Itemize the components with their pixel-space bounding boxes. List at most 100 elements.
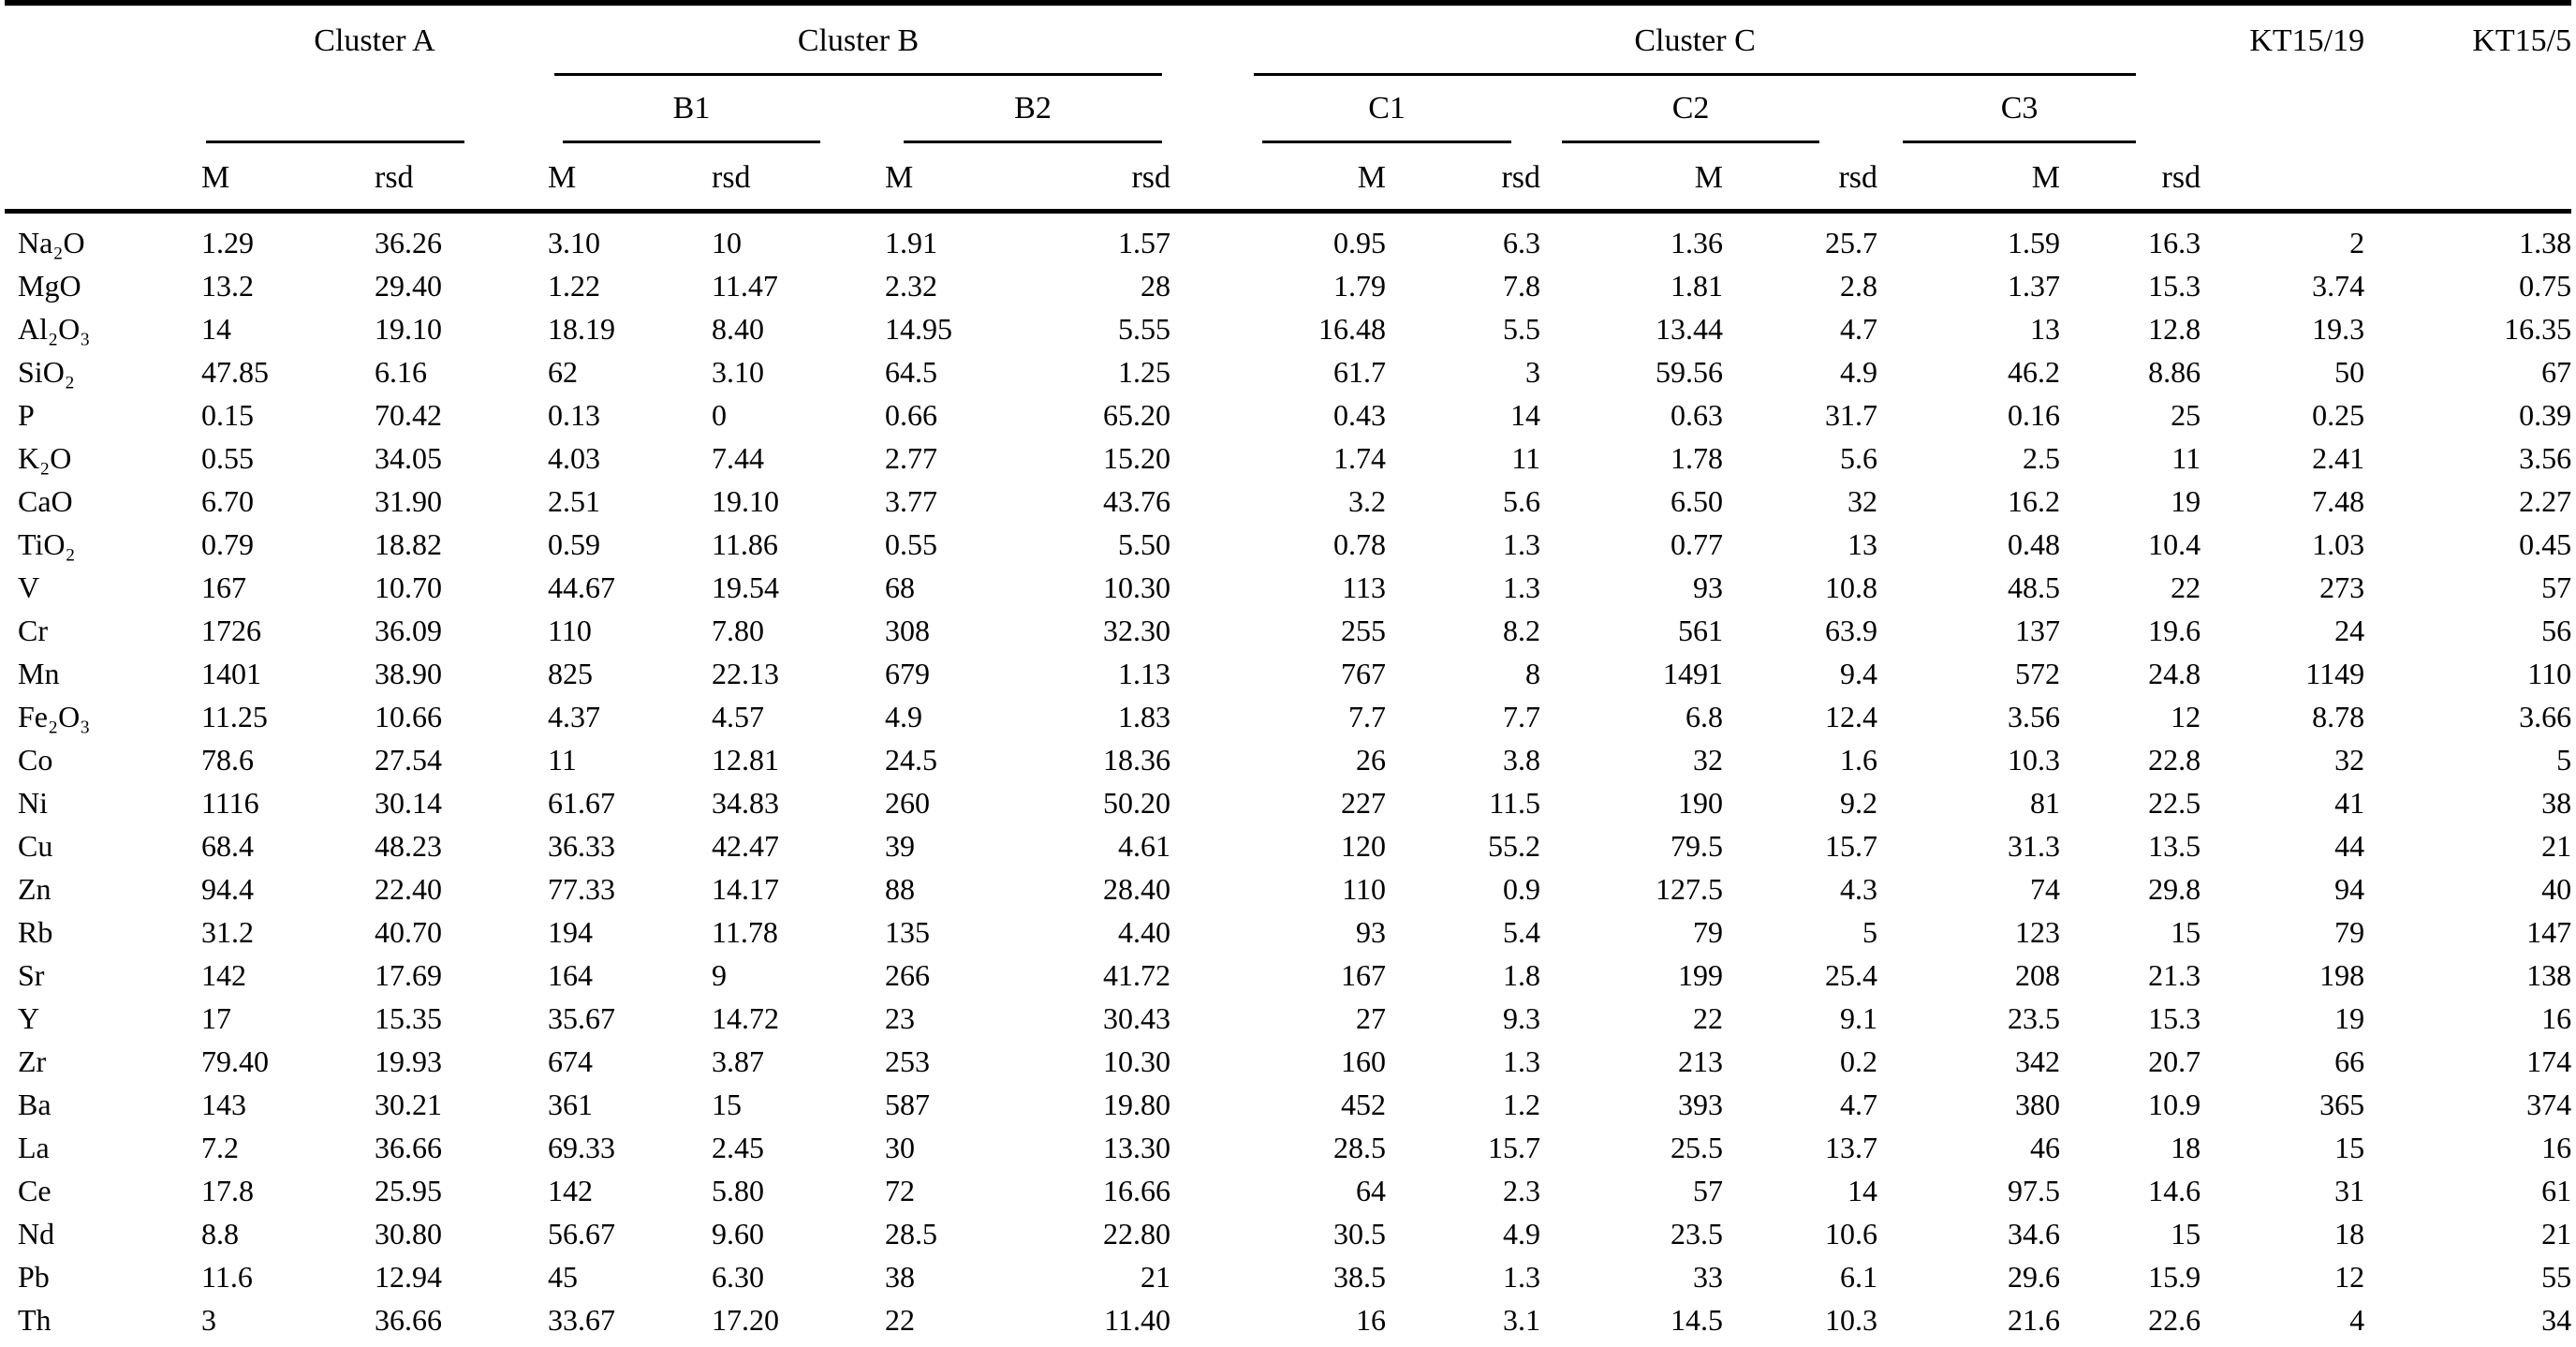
value-cell: 137 — [2015, 613, 2061, 647]
value-cell: 7.2 — [201, 1130, 239, 1164]
value-cell: 2.3 — [1503, 1173, 1541, 1207]
table-row: Mn 1401 38.90 825 22.13 679 1.13 767 8 1491 9.4 572… — [5, 652, 2571, 695]
value-cell: 572 — [2015, 656, 2061, 690]
value-cell: 113 — [1342, 570, 1387, 604]
table-row: K₂O 0.55 34.05 4.03 7.44 2.77 15.20 1.74 11 1.78 5… — [5, 437, 2571, 480]
value-cell: 8.40 — [712, 311, 764, 346]
value-cell: 22 — [1693, 1000, 1724, 1035]
value-cell: 28.5 — [1333, 1130, 1387, 1164]
value-cell: 9.1 — [1840, 1000, 1878, 1035]
value-cell: 273 — [2319, 570, 2365, 604]
element-label: Rb — [18, 914, 53, 949]
value-cell: 24.5 — [885, 742, 937, 777]
value-cell: 56 — [2541, 613, 2572, 647]
value-cell: 8.78 — [2312, 699, 2365, 733]
value-cell: 14.5 — [1671, 1302, 1724, 1337]
subgroup-label: C1 — [1262, 91, 1512, 143]
value-cell: 55.2 — [1488, 828, 1541, 863]
value-cell: 5.6 — [1840, 440, 1878, 475]
value-cell: 22 — [885, 1302, 915, 1337]
value-cell: 1.8 — [1503, 957, 1541, 992]
spacer — [5, 76, 201, 143]
value-cell: 64.5 — [885, 354, 937, 389]
value-cell: 1.3 — [1503, 570, 1541, 604]
column-header-m: M — [1877, 143, 2061, 214]
value-cell: 13 — [2030, 311, 2061, 346]
value-cell: 3.87 — [712, 1044, 764, 1078]
element-label: Cu — [18, 828, 53, 863]
table-row: Zr 79.40 19.93 674 3.87 253 10.30 160 1.3 213 0.2 3… — [5, 1040, 2571, 1083]
value-cell: 61.67 — [548, 785, 615, 820]
value-cell: 6.8 — [1685, 699, 1724, 733]
table-row: Nd 8.8 30.80 56.67 9.60 28.5 22.80 30.5 4.9 23.5 1… — [5, 1212, 2571, 1255]
value-cell: 164 — [548, 957, 593, 992]
table-row: Zn 94.4 22.40 77.33 14.17 88 28.40 110 0.9 127.5 4… — [5, 867, 2571, 910]
value-cell: 68.4 — [201, 828, 254, 863]
value-cell: 10.3 — [2008, 742, 2061, 777]
value-cell: 26 — [1356, 742, 1387, 777]
subgroup-header-c3: C3 — [1877, 76, 2201, 143]
value-cell: 0.59 — [548, 526, 600, 561]
value-cell: 50.20 — [1103, 785, 1171, 820]
spacer — [2201, 76, 2364, 143]
value-cell: 0.16 — [2008, 397, 2061, 432]
value-cell: 39 — [885, 828, 915, 863]
value-cell: 123 — [2015, 914, 2061, 949]
column-header-m: M — [1540, 143, 1724, 214]
value-cell: 57 — [2541, 570, 2572, 604]
value-cell: 213 — [1678, 1044, 1724, 1078]
group-label: Cluster A — [314, 23, 435, 58]
value-cell: 23.5 — [1671, 1216, 1724, 1251]
table-row: Ba 143 30.21 361 15 587 19.80 452 1.2 393 4.7 380 10… — [5, 1083, 2571, 1126]
value-cell: 13.30 — [1103, 1130, 1171, 1164]
value-cell: 19 — [2171, 483, 2201, 518]
value-cell: 1.3 — [1503, 526, 1541, 561]
value-cell: 15.7 — [1825, 828, 1878, 863]
value-cell: 6.1 — [1840, 1259, 1878, 1294]
value-cell: 10.70 — [375, 570, 442, 604]
value-cell: 2.32 — [885, 268, 937, 303]
value-cell: 6.16 — [375, 354, 427, 389]
value-cell: 13.5 — [2148, 828, 2201, 863]
value-cell: 0.95 — [1333, 225, 1387, 259]
value-cell: 28 — [1141, 268, 1171, 303]
column-header-rsd: rsd — [997, 143, 1171, 214]
value-cell: 2.8 — [1840, 268, 1878, 303]
element-label: Ba — [18, 1087, 52, 1121]
value-cell: 3.66 — [2519, 699, 2572, 733]
table-row: Cu 68.4 48.23 36.33 42.47 39 4.61 120 55.2 79.5 15… — [5, 824, 2571, 867]
value-cell: 4.9 — [1840, 354, 1878, 389]
spacer — [2201, 143, 2365, 214]
subgroup-header-c1: C1 — [1170, 76, 1540, 143]
value-cell: 45 — [548, 1259, 578, 1294]
value-cell: 79.40 — [201, 1044, 269, 1078]
value-cell: 36.66 — [375, 1130, 442, 1164]
value-cell: 32 — [1847, 483, 1878, 518]
value-cell: 1.38 — [2519, 225, 2572, 259]
element-label: Nd — [18, 1216, 55, 1251]
value-cell: 19.80 — [1103, 1087, 1171, 1121]
table-row: Ni 1116 30.14 61.67 34.83 260 50.20 227 11.5 190 9… — [5, 781, 2571, 824]
value-cell: 24.8 — [2148, 656, 2201, 690]
value-cell: 15 — [2171, 1216, 2201, 1251]
subgroup-header-row: B1 B2 C1 C2 C3 — [5, 76, 2571, 143]
value-cell: 11.25 — [201, 699, 268, 733]
value-cell: 15.35 — [375, 1000, 442, 1035]
value-cell: 21.3 — [2148, 957, 2201, 992]
value-cell: 0.75 — [2519, 268, 2572, 303]
value-cell: 16.3 — [2148, 225, 2201, 259]
element-label: Na₂O — [18, 225, 85, 259]
element-label: Zr — [18, 1044, 47, 1078]
subgroup-label: C2 — [1562, 91, 1820, 143]
value-cell: 43.76 — [1103, 483, 1171, 518]
table-header: Cluster A Cluster B Cluster C KT15/19 KT… — [5, 0, 2572, 214]
value-cell: 143 — [201, 1087, 246, 1121]
value-cell: 30.80 — [375, 1216, 442, 1251]
element-label: Fe₂O₃ — [18, 699, 91, 733]
value-cell: 3.77 — [885, 483, 937, 518]
value-cell: 44 — [2334, 828, 2365, 863]
element-label: Pb — [18, 1259, 50, 1294]
value-cell: 4.3 — [1840, 871, 1878, 906]
value-cell: 1401 — [201, 656, 261, 690]
value-cell: 32 — [1693, 742, 1724, 777]
